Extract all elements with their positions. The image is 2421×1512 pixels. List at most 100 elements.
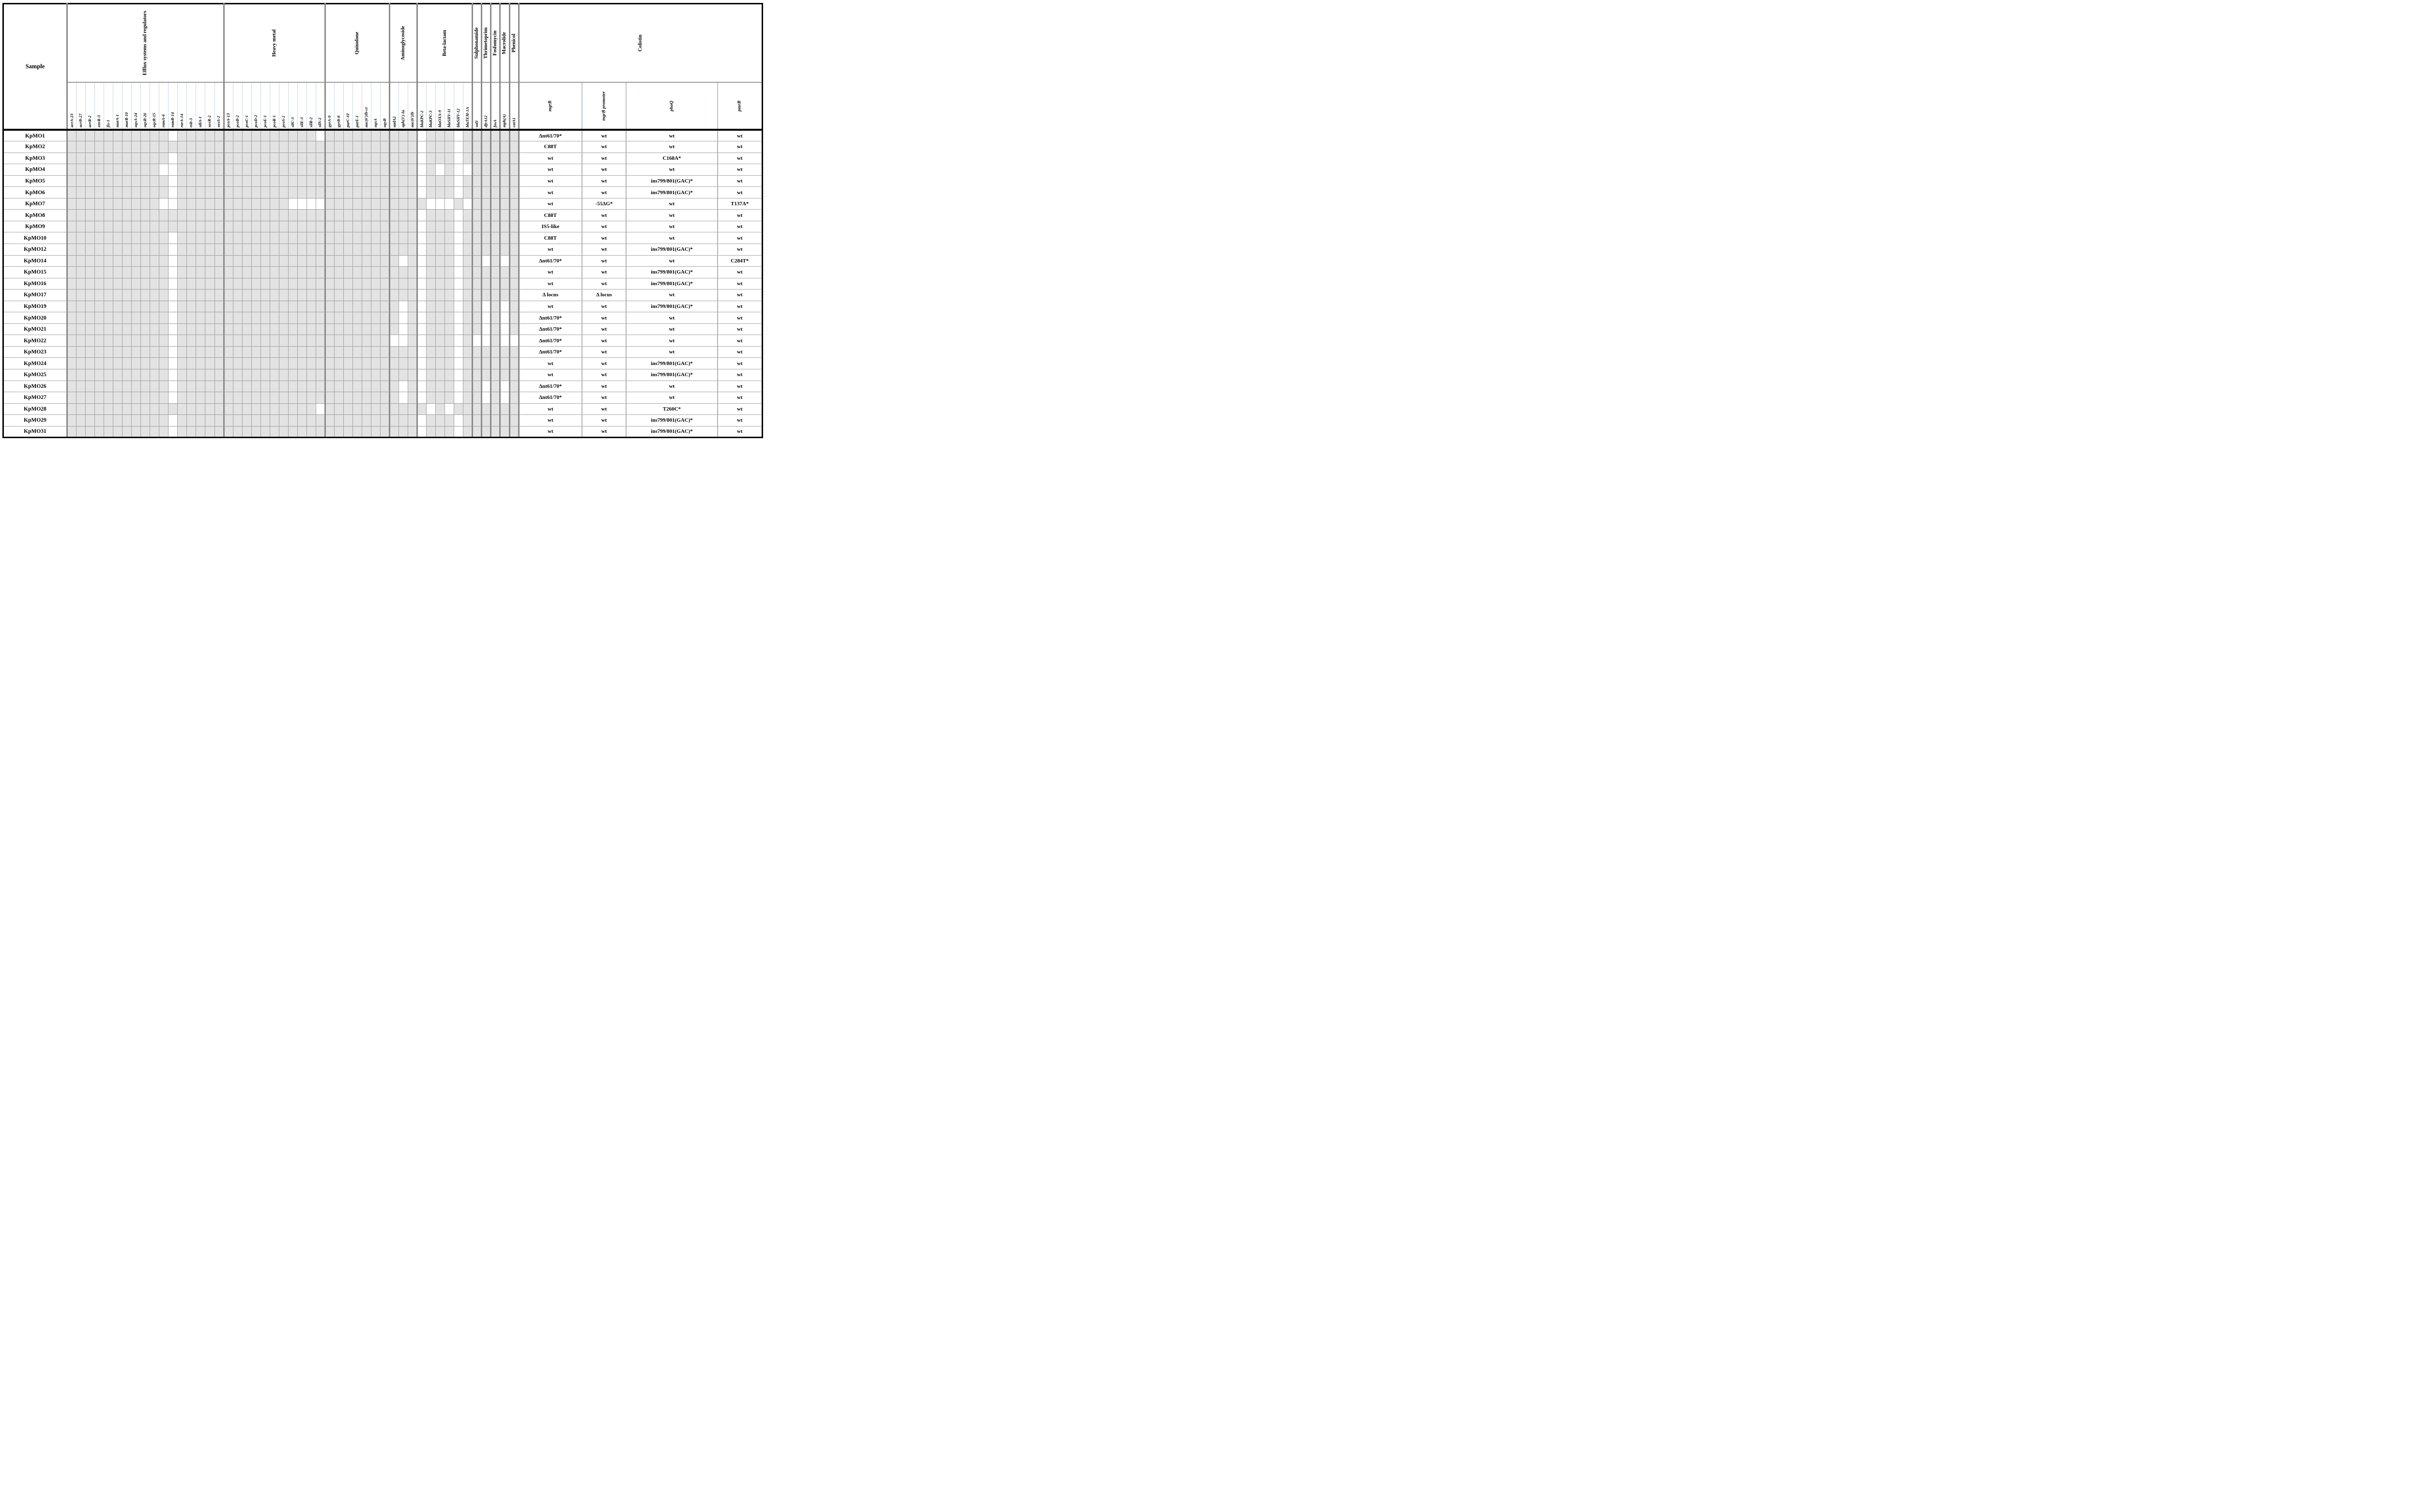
gene-presence-cell bbox=[251, 346, 261, 358]
gene-presence-cell bbox=[196, 414, 206, 427]
rotated-label: Heavy metal bbox=[271, 29, 277, 57]
gene-presence-cell bbox=[408, 266, 418, 278]
gene-presence-cell bbox=[223, 357, 233, 369]
gene-presence-cell bbox=[269, 266, 279, 278]
gene-presence-cell bbox=[205, 164, 215, 176]
gene-presence-cell bbox=[223, 346, 233, 358]
gene-presence-cell bbox=[398, 277, 409, 290]
row-sample-label: KpMO1 bbox=[3, 129, 68, 142]
gene-presence-cell bbox=[380, 277, 390, 290]
gene-presence-cell bbox=[380, 403, 390, 415]
gene-presence-cell bbox=[435, 129, 445, 142]
table-row: KpMO7 wt -55ΔG* wt T137A* bbox=[3, 198, 763, 210]
colistin-value-cell: wt bbox=[626, 392, 718, 404]
gene-presence-cell bbox=[435, 243, 445, 256]
gene-presence-cell bbox=[131, 129, 141, 142]
gene-presence-cell bbox=[76, 380, 86, 393]
gene-presence-cell bbox=[85, 129, 95, 142]
gene-presence-cell bbox=[508, 346, 519, 358]
gene-presence-cell bbox=[196, 141, 206, 153]
gene-presence-cell bbox=[214, 426, 224, 439]
gene-presence-cell bbox=[223, 243, 233, 256]
colistin-value-cell: wt bbox=[717, 335, 763, 347]
gene-presence-cell bbox=[499, 368, 510, 381]
row-sample-label: KpMO21 bbox=[3, 323, 68, 336]
gene-presence-cell bbox=[186, 129, 197, 142]
gene-presence-cell bbox=[205, 368, 215, 381]
gene-presence-cell bbox=[214, 414, 224, 427]
gene-presence-cell bbox=[472, 209, 482, 221]
gene-column-header: rarA-14 bbox=[177, 82, 187, 131]
gene-presence-cell bbox=[196, 300, 206, 313]
rotated-label: Efflux systems and regulators bbox=[142, 11, 148, 76]
gene-presence-cell bbox=[122, 323, 132, 336]
gene-presence-cell bbox=[223, 255, 233, 267]
row-sample-label: KpMO19 bbox=[3, 300, 68, 313]
gene-presence-cell bbox=[177, 323, 187, 336]
gene-presence-cell bbox=[232, 300, 243, 313]
gene-presence-cell bbox=[104, 357, 114, 369]
gene-presence-cell bbox=[490, 232, 501, 244]
colistin-value-cell: wt bbox=[717, 426, 763, 439]
gene-presence-cell bbox=[380, 152, 390, 165]
gene-presence-cell bbox=[508, 243, 519, 256]
gene-presence-cell bbox=[168, 129, 178, 142]
gene-presence-cell bbox=[481, 357, 491, 369]
gene-presence-cell bbox=[288, 220, 298, 233]
gene-presence-cell bbox=[288, 289, 298, 301]
rotated-label: acrB-27 bbox=[78, 113, 83, 127]
category-header-colistin: Colistin bbox=[518, 3, 763, 83]
gene-presence-cell bbox=[76, 414, 86, 427]
gene-presence-cell bbox=[499, 198, 510, 210]
gene-presence-cell bbox=[435, 323, 445, 336]
gene-presence-cell bbox=[380, 266, 390, 278]
gene-presence-cell bbox=[177, 426, 187, 439]
gene-presence-cell bbox=[343, 277, 353, 290]
gene-presence-cell bbox=[315, 346, 325, 358]
colistin-value-cell: ins799/801(GAC)* bbox=[626, 414, 718, 427]
gene-presence-cell bbox=[131, 164, 141, 176]
gene-presence-cell bbox=[196, 426, 206, 439]
gene-column-header: envR-3 bbox=[94, 82, 104, 131]
gene-presence-cell bbox=[214, 266, 224, 278]
gene-presence-cell bbox=[85, 426, 95, 439]
gene-presence-cell bbox=[408, 129, 418, 142]
gene-presence-cell bbox=[94, 323, 105, 336]
gene-column-header: blaSHV-12 bbox=[454, 82, 463, 131]
gene-presence-cell bbox=[85, 357, 95, 369]
gene-presence-cell bbox=[94, 266, 105, 278]
gene-presence-cell bbox=[269, 243, 279, 256]
gene-presence-cell bbox=[416, 129, 427, 142]
gene-presence-cell bbox=[159, 220, 169, 233]
gene-presence-cell bbox=[472, 300, 482, 313]
gene-presence-cell bbox=[389, 186, 399, 199]
gene-presence-cell bbox=[490, 357, 501, 369]
gene-presence-cell bbox=[168, 414, 178, 427]
gene-presence-cell bbox=[463, 220, 473, 233]
gene-presence-cell bbox=[251, 414, 261, 427]
gene-presence-cell bbox=[85, 346, 95, 358]
gene-presence-cell bbox=[223, 220, 233, 233]
table-row: KpMO23 Δnt61/70* wt wt wt bbox=[3, 346, 763, 358]
gene-presence-cell bbox=[269, 186, 279, 199]
gene-presence-cell bbox=[324, 209, 335, 221]
gene-presence-cell bbox=[131, 335, 141, 347]
gene-presence-cell bbox=[490, 312, 501, 324]
colistin-value-cell: wt bbox=[717, 243, 763, 256]
gene-presence-cell bbox=[508, 277, 519, 290]
colistin-value-cell: wt bbox=[582, 426, 627, 439]
rotated-label: blaSHV-11 bbox=[446, 108, 452, 127]
gene-presence-cell bbox=[426, 186, 436, 199]
gene-presence-cell bbox=[490, 335, 501, 347]
gene-presence-cell bbox=[159, 141, 169, 153]
gene-presence-cell bbox=[334, 141, 344, 153]
gene-presence-cell bbox=[251, 323, 261, 336]
gene-presence-cell bbox=[205, 380, 215, 393]
gene-presence-cell bbox=[334, 255, 344, 267]
gene-presence-cell bbox=[490, 164, 501, 176]
gene-presence-cell bbox=[196, 368, 206, 381]
gene-presence-cell bbox=[324, 175, 335, 187]
table-row: KpMO8 C88T wt wt wt bbox=[3, 209, 763, 221]
gene-presence-cell bbox=[278, 277, 289, 290]
gene-presence-cell bbox=[205, 141, 215, 153]
